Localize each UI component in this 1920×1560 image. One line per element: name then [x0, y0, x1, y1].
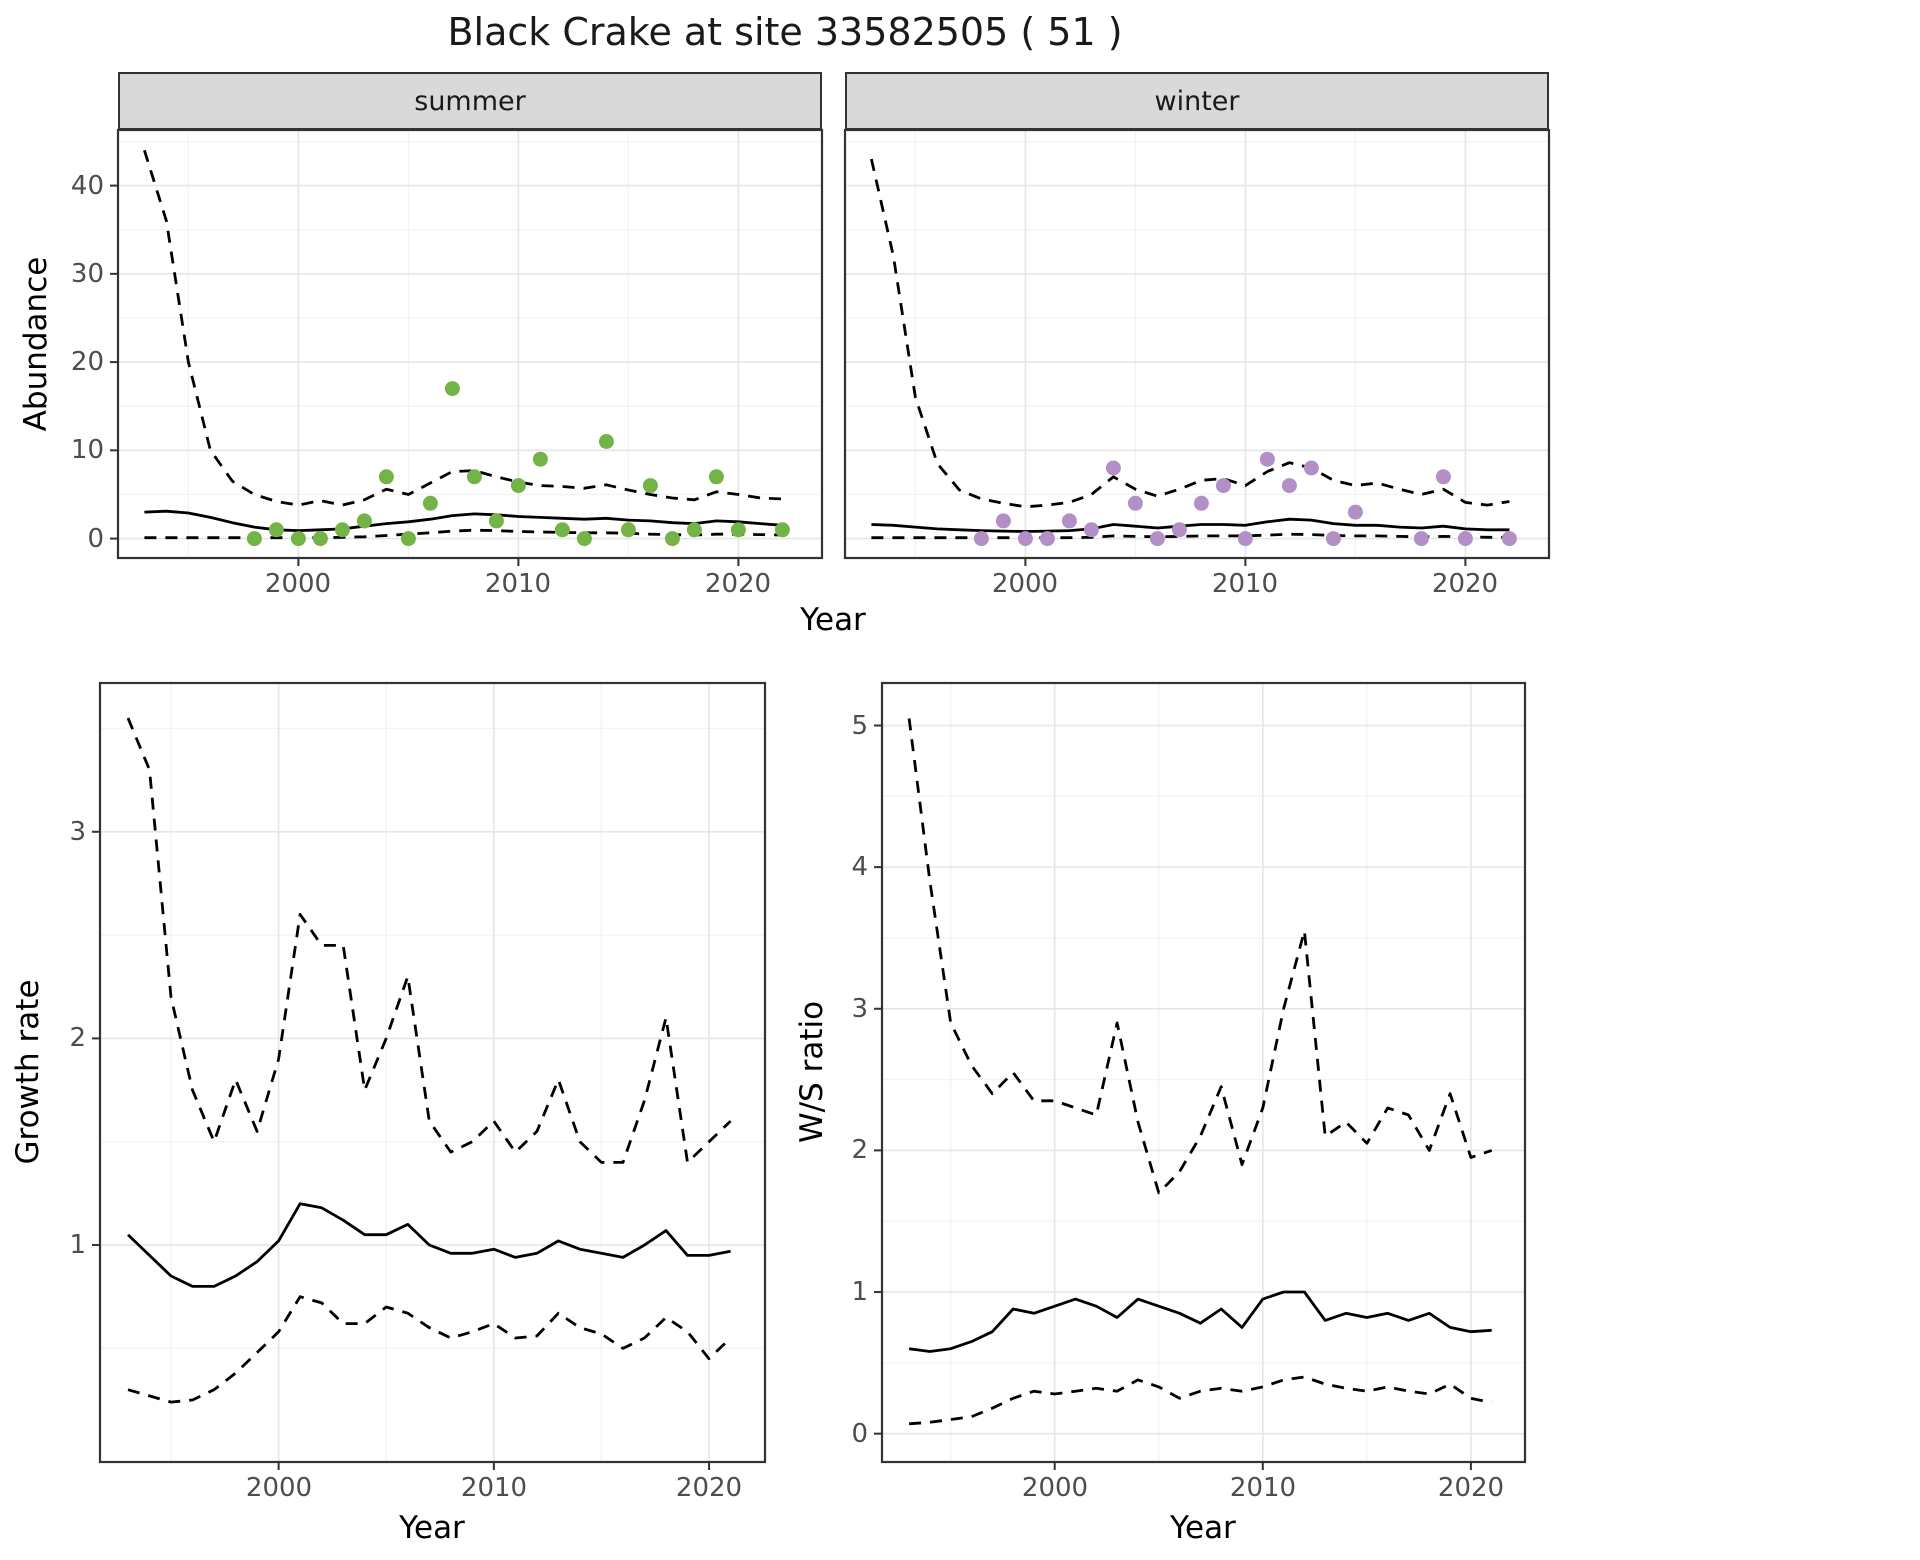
y-tick-label: 30: [70, 259, 104, 289]
y-tick-label: 10: [70, 435, 104, 465]
facet-strip-winter: winter: [845, 72, 1549, 130]
growth-rate-axis-title: Growth rate: [10, 979, 46, 1165]
x-tick-label: 2020: [704, 569, 772, 599]
y-tick-label: 3: [851, 994, 868, 1024]
x-tick-label: 2010: [1211, 569, 1279, 599]
summer-abundance-panel: [110, 128, 824, 566]
facet-strip-winter-label: winter: [1154, 85, 1240, 117]
winter-abundance-panel: [843, 128, 1551, 566]
y-tick-label: 0: [87, 524, 104, 554]
growth-year-axis-title: Year: [399, 1510, 465, 1546]
y-tick-label: 20: [70, 347, 104, 377]
x-tick-label: 2020: [675, 1473, 743, 1503]
y-tick-label: 0: [851, 1419, 868, 1449]
y-tick-label: 1: [69, 1230, 86, 1260]
y-tick-label: 2: [851, 1135, 868, 1165]
facet-strip-summer-label: summer: [414, 85, 526, 117]
x-tick-label: 2000: [991, 569, 1059, 599]
x-tick-label: 2000: [264, 569, 332, 599]
y-tick-label: 5: [851, 711, 868, 741]
x-tick-label: 2020: [1437, 1473, 1505, 1503]
y-tick-label: 1: [851, 1277, 868, 1307]
x-tick-label: 2010: [460, 1473, 528, 1503]
y-tick-label: 2: [69, 1023, 86, 1053]
x-tick-label: 2010: [1229, 1473, 1297, 1503]
ws-ratio-panel: [874, 681, 1527, 1470]
y-tick-label: 40: [70, 171, 104, 201]
y-tick-label: 4: [851, 852, 868, 882]
facet-strip-summer: summer: [118, 72, 822, 130]
y-tick-label: 3: [69, 817, 86, 847]
ws-year-axis-title: Year: [1170, 1510, 1236, 1546]
x-tick-label: 2010: [484, 569, 552, 599]
x-tick-label: 2000: [1021, 1473, 1089, 1503]
chart-title: Black Crake at site 33582505 ( 51 ): [447, 10, 1123, 54]
x-tick-label: 2000: [245, 1473, 313, 1503]
x-tick-label: 2020: [1431, 569, 1499, 599]
top-year-axis-title: Year: [800, 602, 866, 638]
abundance-axis-title: Abundance: [18, 256, 54, 432]
growth-rate-panel: [92, 681, 767, 1470]
